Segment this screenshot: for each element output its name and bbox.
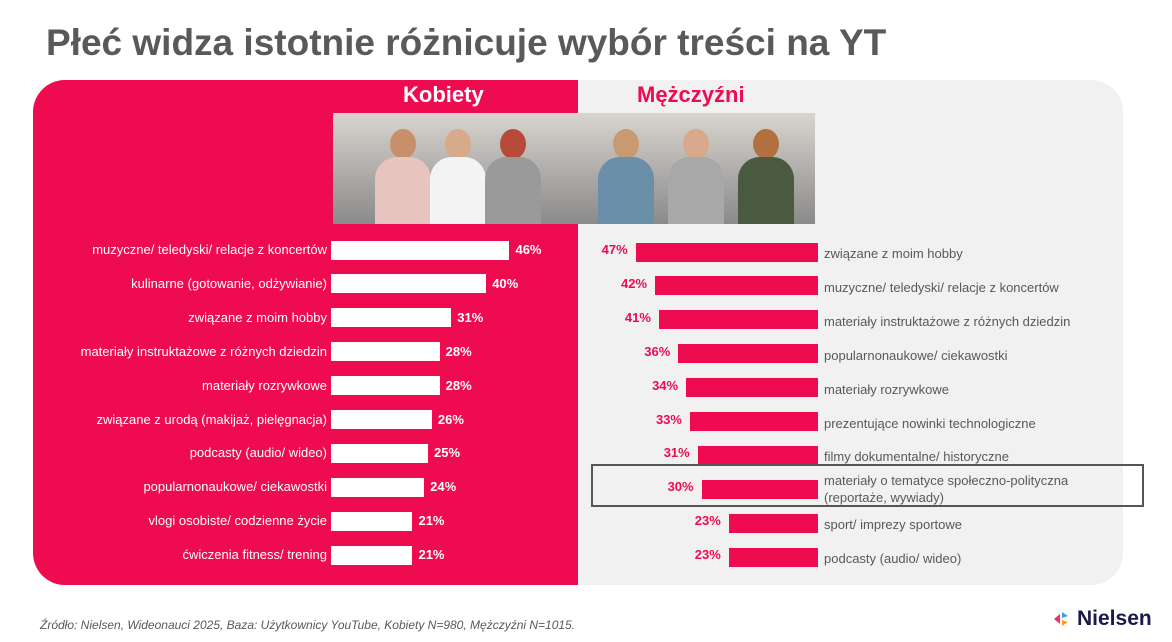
- men-category-label: materiały o tematyce społeczno-polityczn…: [824, 473, 1069, 506]
- men-bar: [655, 276, 818, 296]
- women-category-label: popularnonaukowe/ ciekawostki: [143, 479, 327, 495]
- women-category-label: związane z urodą (makijaż, pielęgnacja): [96, 411, 327, 427]
- men-value-label: 31%: [663, 445, 690, 461]
- nielsen-logo-icon: [1054, 612, 1068, 626]
- men-bar: [728, 513, 818, 533]
- men-category-label: filmy dokumentalne/ historyczne: [824, 449, 1009, 465]
- men-value-label: 41%: [624, 309, 651, 325]
- men-value-label: 42%: [621, 275, 648, 291]
- women-heading: Kobiety: [403, 82, 484, 107]
- women-category-label: kulinarne (gotowanie, odżywianie): [131, 275, 327, 291]
- men-bar: [701, 479, 818, 499]
- men-bar: [635, 242, 818, 262]
- women-bar: [331, 443, 428, 463]
- women-bar: [331, 376, 440, 396]
- women-photo: [333, 113, 576, 224]
- women-category-label: materiały rozrywkowe: [202, 377, 327, 393]
- women-bar: [331, 545, 413, 565]
- men-value-label: 47%: [601, 242, 628, 257]
- women-value-label: 25%: [434, 445, 461, 461]
- men-bar: [728, 547, 818, 567]
- men-value-label: 34%: [652, 377, 679, 393]
- men-value-label: 36%: [644, 343, 671, 359]
- men-photo: [576, 113, 815, 224]
- women-value-label: 24%: [430, 479, 457, 495]
- nielsen-logo: Nielsen: [1052, 607, 1152, 631]
- women-bar: [331, 240, 510, 260]
- men-category-label: popularnonaukowe/ ciekawostki: [824, 347, 1008, 363]
- women-category-label: związane z moim hobby: [188, 309, 327, 325]
- men-bar: [678, 344, 818, 364]
- women-category-label: materiały instruktażowe z różnych dziedz…: [80, 343, 327, 359]
- logo-text: Nielsen: [1077, 607, 1152, 630]
- men-value-label: 23%: [694, 547, 721, 563]
- men-heading: Mężczyźni: [637, 82, 745, 107]
- men-category-label: muzyczne/ teledyski/ relacje z koncertów: [824, 279, 1059, 295]
- men-category-label: podcasty (audio/ wideo): [824, 551, 962, 567]
- men-bar: [686, 378, 818, 398]
- highlight-box: [591, 464, 1144, 507]
- source-note: Źródło: Nielsen, Wideonauci 2025, Baza: …: [40, 618, 576, 632]
- women-value-label: 28%: [445, 343, 472, 359]
- women-value-label: 21%: [418, 547, 445, 563]
- men-category-label: materiały instruktażowe z różnych dziedz…: [824, 313, 1071, 329]
- men-category-label: sport/ imprezy sportowe: [824, 517, 962, 533]
- women-bar: [331, 410, 432, 429]
- women-value-label: 21%: [418, 513, 445, 529]
- women-bar: [331, 511, 413, 531]
- men-value-label: 23%: [694, 513, 721, 529]
- men-category-label: materiały rozrywkowe: [824, 381, 949, 397]
- women-category-label: vlogi osobiste/ codzienne życie: [148, 513, 328, 529]
- women-bar: [331, 308, 452, 328]
- chart-panel: Kobiety Mężczyźni: [33, 80, 1123, 585]
- women-value-label: 40%: [492, 275, 519, 291]
- men-value-label: 30%: [667, 479, 694, 495]
- men-value-label: 33%: [655, 411, 682, 427]
- women-bar: [331, 342, 440, 362]
- women-value-label: 46%: [515, 242, 542, 257]
- women-category-label: podcasty (audio/ wideo): [189, 445, 327, 461]
- men-bar: [689, 412, 818, 431]
- women-category-label: muzyczne/ teledyski/ relacje z koncertów: [92, 242, 327, 257]
- men-category-label: związane z moim hobby: [824, 246, 963, 261]
- women-category-label: ćwiczenia fitness/ trening: [182, 547, 327, 563]
- women-value-label: 28%: [445, 377, 472, 393]
- women-value-label: 31%: [457, 309, 484, 325]
- men-category-label: prezentujące nowinki technologiczne: [824, 415, 1036, 431]
- women-bar: [331, 274, 487, 294]
- page-title: Płeć widza istotnie różnicuje wybór treś…: [46, 22, 887, 63]
- women-bar: [331, 477, 425, 497]
- men-bar: [697, 445, 818, 465]
- men-bar: [658, 310, 818, 330]
- women-value-label: 26%: [437, 411, 464, 427]
